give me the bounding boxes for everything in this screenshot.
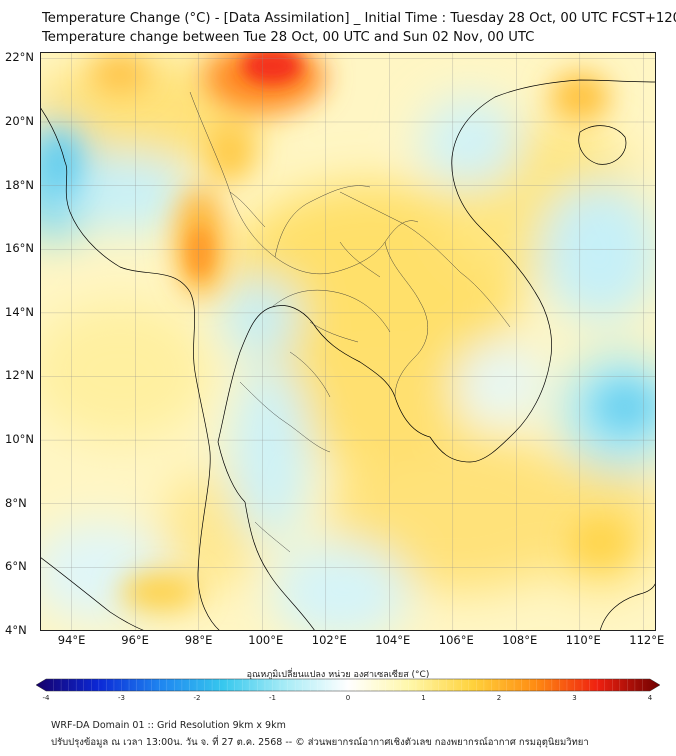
lat-label: 14°N [5,304,34,319]
colorbar-tick-label: -3 [118,694,125,702]
footer-credit: ปรับปรุงข้อมูล ณ เวลา 13:00น. วัน จ. ที่… [51,737,589,748]
lon-label: 102°E [311,633,347,647]
colorbar-tick-label: 2 [496,694,502,702]
lon-label: 108°E [502,633,538,647]
colorbar-bar [36,678,660,692]
colorbar-title: อุณหภูมิเปลี่ยนแปลง หน่วย องศาเซลเซียส (… [246,670,430,680]
lat-label: 8°N [5,495,27,510]
map-canvas [40,52,656,631]
lon-label: 112°E [629,633,665,647]
colorbar-tick-label: 1 [421,694,426,702]
lon-label: 104°E [375,633,411,647]
graticule [40,52,656,631]
colorbar [36,678,660,692]
lat-label: 4°N [5,623,27,637]
lat-label: 10°N [5,432,34,447]
lat-label: 16°N [5,241,34,256]
lat-label: 18°N [5,177,34,192]
lon-label: 100°E [248,633,284,647]
colorbar-tick-label: 3 [572,694,577,702]
colorbar-tick-label: -4 [42,694,50,702]
colorbar-tick-label: 0 [345,694,351,702]
colorbar-tick-label: -1 [269,694,276,702]
coastlines [40,79,656,631]
lon-label: 96°E [121,633,149,647]
title-line-2: Temperature change between Tue 28 Oct, 0… [42,30,535,45]
temperature-change-map [40,52,656,631]
temperature-field [40,52,656,631]
lon-label: 106°E [438,633,474,647]
lat-label: 22°N [5,50,34,65]
lon-label: 110°E [565,633,601,647]
lon-label: 94°E [57,633,86,647]
lat-label: 6°N [5,559,27,574]
footer-domain-info: WRF-DA Domain 01 :: Grid Resolution 9km … [51,720,286,731]
country-borders [189,91,511,553]
title-line-1: Temperature Change (°C) - [Data Assimila… [42,11,676,26]
colorbar-tick-label: -2 [193,694,201,702]
map-frame [40,52,656,631]
lon-label: 98°E [184,633,213,647]
lat-label: 12°N [5,368,34,383]
colorbar-tick-label: 4 [647,694,653,702]
lat-label: 20°N [5,113,34,128]
